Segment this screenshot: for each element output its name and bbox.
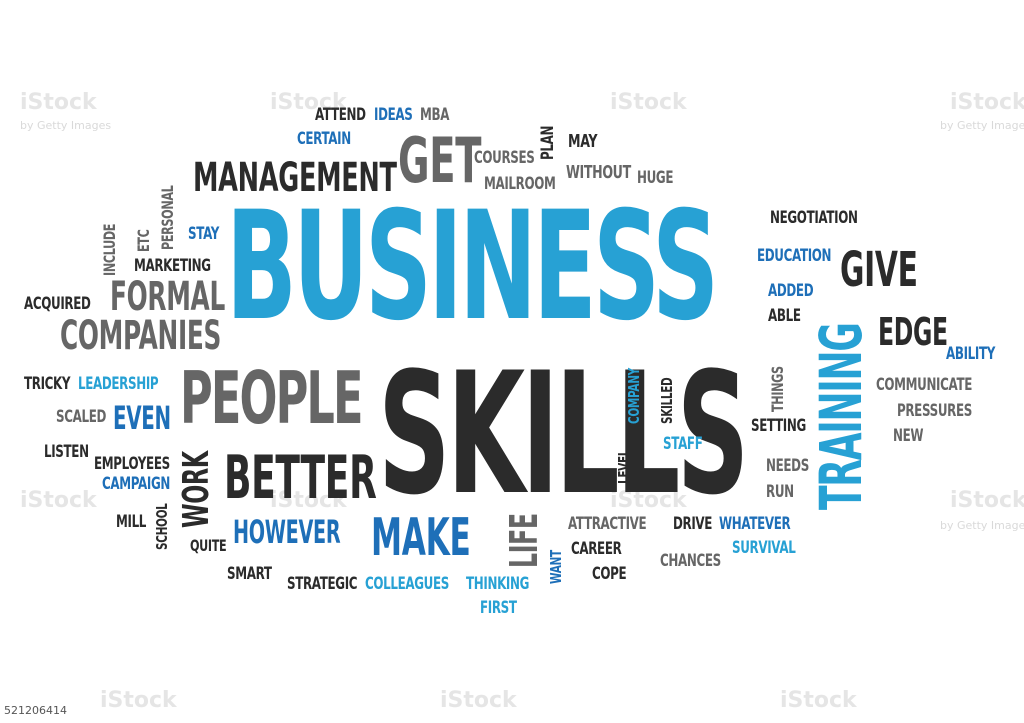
watermark: iStock bbox=[610, 488, 687, 513]
word-acquired: ACQUIRED bbox=[24, 294, 91, 314]
word-first: FIRST bbox=[480, 598, 517, 618]
word-certain: CERTAIN bbox=[297, 129, 351, 149]
word-may: MAY bbox=[568, 131, 598, 152]
watermark: iStock bbox=[780, 688, 857, 713]
word-marketing: MARKETING bbox=[134, 256, 211, 276]
word-formal: FORMAL bbox=[110, 274, 225, 320]
word-mailroom: MAILROOM bbox=[484, 174, 556, 194]
word-school: SCHOOL bbox=[153, 503, 171, 550]
word-skills: SKILLS bbox=[378, 336, 749, 532]
word-get: GET bbox=[398, 124, 482, 197]
word-stay: STAY bbox=[188, 224, 220, 244]
word-run: RUN bbox=[766, 482, 794, 502]
watermark: iStock bbox=[270, 488, 347, 513]
word-ability: ABILITY bbox=[946, 344, 996, 364]
word-include: INCLUDE bbox=[100, 223, 119, 276]
word-campaign: CAMPAIGN bbox=[102, 474, 170, 494]
word-strategic: STRATEGIC bbox=[287, 574, 358, 594]
word-listen: LISTEN bbox=[44, 442, 89, 462]
word-want: WANT bbox=[547, 550, 565, 584]
word-colleagues: COLLEAGUES bbox=[365, 574, 449, 594]
watermark: iStock bbox=[20, 90, 97, 115]
word-mill: MILL bbox=[116, 512, 147, 532]
word-life: LIFE bbox=[502, 513, 546, 568]
word-pressures: PRESSURES bbox=[897, 401, 972, 421]
word-courses: COURSES bbox=[474, 148, 535, 168]
word-drive: DRIVE bbox=[673, 514, 713, 534]
word-companies: COMPANIES bbox=[60, 313, 222, 359]
word-whatever: WHATEVER bbox=[719, 514, 791, 534]
word-survival: SURVIVAL bbox=[732, 538, 796, 558]
watermark: iStock bbox=[20, 488, 97, 513]
word-quite: QUITE bbox=[190, 536, 227, 555]
word-chances: CHANCES bbox=[660, 551, 721, 571]
word-skilled: SKILLED bbox=[658, 377, 676, 424]
word-needs: NEEDS bbox=[766, 456, 809, 476]
watermark: iStock bbox=[610, 90, 687, 115]
word-attend: ATTEND bbox=[315, 105, 366, 125]
word-negotiation: NEGOTIATION bbox=[770, 208, 858, 228]
word-personal: PERSONAL bbox=[158, 185, 177, 250]
watermark: iStock bbox=[950, 488, 1024, 513]
word-make: MAKE bbox=[371, 508, 471, 568]
word-level: LEVEL bbox=[615, 449, 633, 484]
word-better: BETTER bbox=[224, 443, 377, 513]
word-employees: EMPLOYEES bbox=[94, 454, 170, 474]
word-added: ADDED bbox=[768, 281, 814, 301]
word-business: BUSINESS bbox=[226, 180, 719, 354]
word-however: HOWEVER bbox=[233, 513, 341, 551]
word-career: CAREER bbox=[571, 539, 622, 559]
word-tricky: TRICKY bbox=[24, 374, 71, 394]
watermark-sub: by Getty Images bbox=[940, 119, 1024, 132]
word-mba: MBA bbox=[420, 105, 450, 125]
word-edge: EDGE bbox=[878, 310, 948, 354]
word-able: ABLE bbox=[768, 306, 801, 326]
word-cope: COPE bbox=[592, 564, 627, 584]
watermark: iStock bbox=[100, 688, 177, 713]
word-scaled: SCALED bbox=[56, 407, 107, 427]
word-things: THINGS bbox=[768, 366, 787, 412]
watermark: iStock bbox=[950, 90, 1024, 115]
word-company: COMPANY bbox=[625, 368, 643, 424]
word-work: WORK bbox=[176, 451, 217, 528]
word-etc: ETC bbox=[134, 229, 153, 252]
word-communicate: COMMUNICATE bbox=[876, 375, 972, 395]
word-thinking: THINKING bbox=[466, 574, 530, 594]
word-even: EVEN bbox=[113, 399, 171, 437]
watermark-sub: by Getty Images bbox=[940, 519, 1024, 532]
word-people: PEOPLE bbox=[180, 356, 364, 440]
watermark: iStock bbox=[440, 688, 517, 713]
word-smart: SMART bbox=[227, 564, 272, 584]
word-ideas: IDEAS bbox=[374, 105, 413, 125]
word-education: EDUCATION bbox=[757, 246, 832, 266]
word-attractive: ATTRACTIVE bbox=[568, 514, 647, 534]
word-management: MANAGEMENT bbox=[193, 155, 397, 201]
word-staff: STAFF bbox=[663, 434, 703, 454]
word-huge: HUGE bbox=[637, 168, 674, 188]
word-without: WITHOUT bbox=[566, 162, 631, 183]
word-training: TRAINING bbox=[807, 323, 875, 510]
word-new: NEW bbox=[893, 426, 924, 446]
word-leadership: LEADERSHIP bbox=[78, 374, 159, 394]
word-setting: SETTING bbox=[751, 416, 806, 436]
watermark: iStock bbox=[270, 90, 347, 115]
word-plan: PLAN bbox=[538, 125, 558, 160]
word-give: GIVE bbox=[840, 242, 918, 298]
stock-id: 521206414 bbox=[4, 704, 67, 717]
watermark-sub: by Getty Images bbox=[20, 119, 112, 132]
